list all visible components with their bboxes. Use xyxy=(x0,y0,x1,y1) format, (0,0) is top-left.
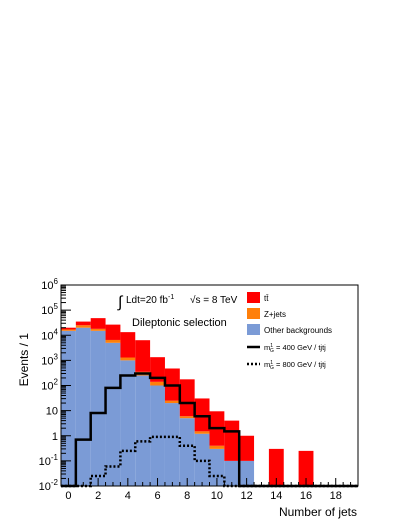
legend-label: m1 G = 800 GeV / tjtj xyxy=(264,360,326,371)
bar xyxy=(120,332,136,358)
legend-label: m1 G = 400 GeV / tjtj xyxy=(264,343,326,354)
bar xyxy=(90,318,106,329)
series-tt- xyxy=(61,318,314,486)
bar xyxy=(105,339,121,343)
x-tick-label: 2 xyxy=(95,490,101,502)
bar xyxy=(105,342,121,486)
bar xyxy=(224,460,240,486)
bar xyxy=(209,445,225,449)
x-tick-label: 4 xyxy=(125,490,131,502)
bar xyxy=(179,416,195,419)
bar xyxy=(268,448,284,486)
y-tick-label: 104 xyxy=(41,327,58,342)
bar xyxy=(61,327,76,330)
y-tick-label: 10-1 xyxy=(39,453,59,468)
y-tick-label: 1 xyxy=(52,431,58,443)
bar xyxy=(105,324,121,340)
bar xyxy=(150,381,165,386)
bar xyxy=(150,357,165,382)
bar xyxy=(239,435,255,461)
x-tick-label: 6 xyxy=(154,490,160,502)
bar xyxy=(120,357,136,361)
y-tick-label: 10-2 xyxy=(39,478,59,493)
bar xyxy=(194,398,210,432)
bar xyxy=(135,375,151,486)
bar xyxy=(179,418,195,486)
x-tick-label: 8 xyxy=(184,490,190,502)
overlay-800-line xyxy=(61,435,358,488)
legend-swatch xyxy=(247,308,260,319)
bar xyxy=(90,328,106,331)
bar xyxy=(135,340,151,372)
series-other-backgrounds xyxy=(61,327,255,486)
y-tick-label: 105 xyxy=(41,302,58,317)
y-tick-label: 103 xyxy=(41,352,58,367)
legend-label: tt̄ xyxy=(264,294,269,303)
x-tick-label: 0 xyxy=(65,490,71,502)
bar xyxy=(194,433,210,486)
x-axis-label: Number of jets xyxy=(279,505,357,519)
bar xyxy=(194,431,210,434)
bar xyxy=(61,330,76,486)
x-axis: 0 2 4 6 8 10 12 14 16 18 xyxy=(60,478,359,502)
y-tick-label: 10 xyxy=(46,406,58,418)
bar xyxy=(179,379,195,417)
integral-sign: ∫ xyxy=(117,294,124,311)
bar xyxy=(75,325,91,328)
energy-label: √s = 8 TeV xyxy=(190,294,238,306)
y-axis-label: Events / 1 xyxy=(17,333,31,387)
legend-label: Z+jets xyxy=(264,310,286,319)
bar xyxy=(164,400,180,404)
x-tick-label: 18 xyxy=(330,490,342,502)
y-tick-label: 102 xyxy=(41,378,58,393)
bar xyxy=(75,327,91,486)
y-axis: 10-2 10-1 1 10 102 103 104 105 106 xyxy=(39,277,71,493)
bar xyxy=(298,450,314,486)
x-tick-label: 12 xyxy=(241,490,253,502)
annotations: ∫ Ldt=20 fb-1 √s = 8 TeV Dileptonic sele… xyxy=(117,294,238,329)
legend: tt̄ Z+jets Other backgrounds m1 G = 400 GeV … xyxy=(247,292,332,371)
x-tick-label: 16 xyxy=(300,490,312,502)
legend-swatch xyxy=(247,292,260,303)
bar xyxy=(239,460,255,486)
bar xyxy=(90,330,106,486)
bar xyxy=(164,403,180,486)
selection-label: Dileptonic selection xyxy=(132,317,227,329)
bar xyxy=(75,321,91,326)
luminosity-label: Ldt=20 fb-1 xyxy=(126,294,174,306)
x-tick-label: 14 xyxy=(270,490,282,502)
bar xyxy=(61,329,76,331)
x-tick-label: 10 xyxy=(211,490,223,502)
y-tick-label: 106 xyxy=(41,277,58,292)
bar xyxy=(224,420,240,461)
bar xyxy=(120,360,136,486)
legend-swatch xyxy=(247,324,260,335)
legend-label: Other backgrounds xyxy=(264,326,332,335)
